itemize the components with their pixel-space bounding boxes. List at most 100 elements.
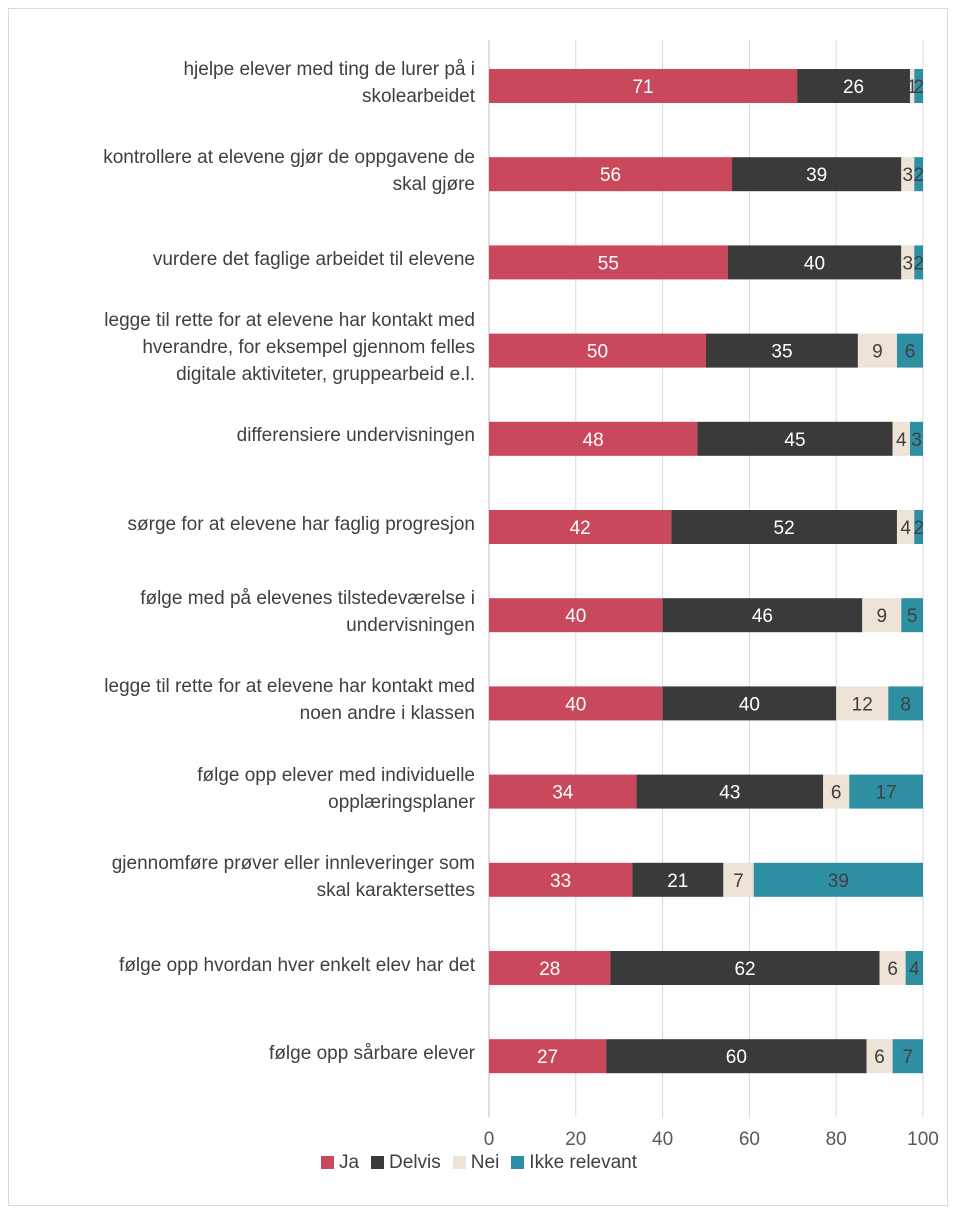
x-tick-label: 60 — [739, 1129, 760, 1150]
data-label: 4 — [909, 959, 920, 980]
data-label: 43 — [719, 783, 740, 804]
x-tick-label: 80 — [826, 1129, 847, 1150]
bar-segment — [914, 510, 923, 544]
category-label: hjelpe elever med ting de lurer på i skol… — [10, 56, 475, 110]
bar-segment — [892, 421, 910, 456]
data-label: 34 — [552, 783, 574, 804]
data-label: 9 — [872, 342, 883, 363]
data-label: 40 — [565, 694, 586, 715]
category-label-line: noen andre i klassen — [299, 703, 475, 725]
bar-segment — [489, 774, 637, 809]
data-label: 28 — [539, 959, 560, 980]
data-label: 50 — [587, 342, 608, 363]
data-label: 39 — [828, 871, 849, 892]
data-label: 21 — [667, 871, 688, 892]
category-label: kontrollere at elevene gjør de oppgavene… — [10, 144, 475, 198]
bar-segment — [489, 157, 733, 192]
data-label: 12 — [852, 694, 873, 715]
data-label: 3 — [911, 430, 922, 451]
category-label: legge til rette for at elevene har konta… — [10, 307, 475, 388]
data-label: 55 — [598, 253, 619, 274]
category-label-line: følge opp elever med individuelle — [197, 764, 475, 786]
bar-segment — [914, 69, 923, 103]
data-label: 40 — [565, 606, 586, 627]
bar-segment — [706, 333, 858, 368]
legend-swatch — [452, 1156, 466, 1169]
legend-label: Ja — [338, 1152, 360, 1173]
bar-segment — [866, 1039, 893, 1074]
bar-segment — [727, 245, 902, 280]
category-label: vurdere det faglige arbeidet til elevene — [10, 246, 475, 273]
bar-segment — [489, 686, 663, 721]
data-label: 17 — [876, 783, 897, 804]
bar-segment — [489, 598, 663, 633]
bar-segment — [606, 1039, 867, 1074]
legend: Ja Delvis Nei Ikke relevant — [0, 1152, 958, 1174]
category-label-line: digitale aktiviteter, gruppearbeid e.l. — [176, 364, 475, 386]
legend-label: Delvis — [389, 1152, 441, 1173]
bar-segment — [723, 862, 754, 897]
category-label: følge opp sårbare elever — [10, 1040, 475, 1067]
bar-segment — [489, 333, 706, 368]
data-label: 52 — [774, 518, 795, 539]
category-label: sørge for at elevene har faglig progresj… — [10, 511, 475, 538]
category-label-line: legge til rette for at elevene har konta… — [104, 310, 475, 332]
category-label-line: legge til rette for at elevene har konta… — [104, 676, 475, 698]
category-label: følge med på elevenes tilstedeværelse i u… — [10, 585, 475, 639]
bar-segment — [489, 951, 611, 985]
bar-segment — [732, 157, 902, 192]
x-tick-label: 100 — [907, 1129, 939, 1150]
legend-item: Delvis — [371, 1152, 441, 1174]
legend-swatch — [511, 1156, 525, 1169]
bar-segment — [823, 774, 850, 809]
data-label: 45 — [784, 430, 805, 451]
legend-label: Ikke relevant — [529, 1152, 638, 1173]
bar-segment — [896, 333, 923, 368]
bar-segment — [632, 862, 724, 897]
bar-segment — [914, 245, 923, 280]
data-label: 26 — [843, 77, 864, 98]
bar-segment — [636, 774, 824, 809]
bar-segment — [849, 774, 923, 809]
bar-segment — [901, 157, 915, 192]
category-label-line: hjelpe elever med ting de lurer på i — [183, 59, 475, 80]
data-label: 27 — [537, 1047, 558, 1068]
bar-segment — [857, 333, 897, 368]
data-label: 62 — [734, 959, 755, 980]
x-tick-label: 40 — [652, 1129, 673, 1150]
data-label: 6 — [905, 342, 916, 363]
data-label: 3 — [903, 253, 914, 274]
data-label: 4 — [900, 518, 911, 539]
bar-segment — [892, 1039, 923, 1074]
bar-segment — [697, 421, 893, 456]
legend-item: Ikke relevant — [511, 1152, 637, 1174]
data-label: 2 — [913, 77, 924, 98]
data-label: 71 — [632, 77, 653, 98]
category-label: følge opp elever med individuelle opplæri… — [10, 762, 475, 816]
data-label: 60 — [726, 1047, 747, 1068]
bar-segment — [489, 245, 728, 280]
category-label-line: undervisningen — [346, 615, 475, 637]
legend-swatch — [371, 1156, 385, 1169]
category-label-line: gjennomføre prøver eller innleveringer s… — [111, 852, 475, 874]
legend-item: Ja — [320, 1152, 360, 1174]
bar-segment — [896, 510, 915, 544]
data-label: 3 — [903, 165, 914, 186]
bar-segment — [909, 69, 915, 103]
bar-segment — [914, 157, 923, 192]
data-label: 4 — [896, 430, 907, 451]
data-label: 39 — [806, 165, 827, 186]
category-label-line: følge med på elevenes tilstedeværelse i — [140, 588, 475, 610]
data-label: 6 — [874, 1047, 885, 1068]
bar-segment — [489, 862, 633, 897]
category-label-line: skolearbeidet — [361, 86, 475, 107]
data-label: 7 — [733, 871, 744, 892]
category-label-line: skal gjøre — [392, 174, 475, 196]
legend-label: Nei — [470, 1152, 500, 1173]
category-label-line: følge opp sårbare elever — [269, 1042, 475, 1064]
category-label-line: hverandre, for eksempel gjennom felles — [142, 337, 475, 359]
data-label: 2 — [913, 253, 924, 274]
data-label: 42 — [570, 518, 591, 539]
category-label-line: skal karaktersettes — [316, 879, 475, 901]
